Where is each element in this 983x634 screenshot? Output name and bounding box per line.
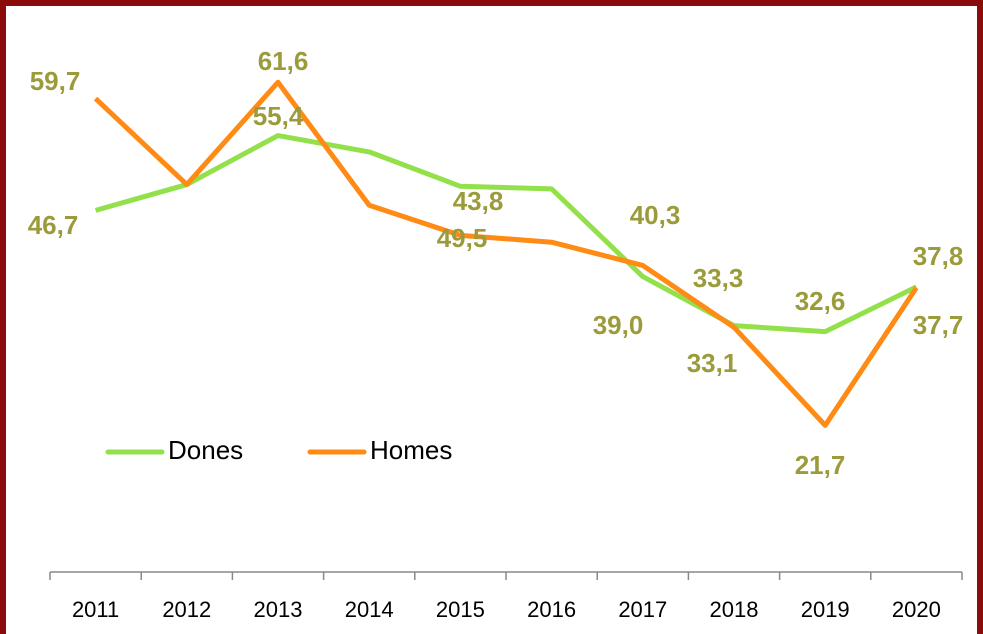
data-label: 43,8 [453, 186, 504, 216]
legend-label: Homes [370, 435, 452, 465]
data-label: 46,7 [28, 210, 79, 240]
data-label: 39,0 [593, 310, 644, 340]
x-tick-label: 2017 [618, 597, 667, 622]
data-label: 37,7 [913, 310, 964, 340]
data-label: 59,7 [30, 66, 81, 96]
series-line [94, 133, 918, 335]
x-tick-label: 2013 [254, 597, 303, 622]
data-label: 32,6 [795, 286, 846, 316]
data-label: 55,4 [253, 101, 304, 131]
data-label: 37,8 [913, 241, 964, 271]
x-tick-label: 2016 [527, 597, 576, 622]
data-label: 21,7 [795, 450, 846, 480]
x-tick-label: 2018 [710, 597, 759, 622]
series-line [93, 79, 919, 428]
data-label: 61,6 [258, 46, 309, 76]
x-tick-label: 2019 [801, 597, 850, 622]
x-tick-label: 2014 [345, 597, 394, 622]
x-tick-label: 2020 [892, 597, 941, 622]
data-label: 49,5 [437, 223, 488, 253]
data-label: 33,3 [693, 263, 744, 293]
x-tick-label: 2015 [436, 597, 485, 622]
data-label: 40,3 [630, 200, 681, 230]
x-tick-label: 2012 [162, 597, 211, 622]
legend-label: Dones [168, 435, 243, 465]
data-label: 33,1 [687, 348, 738, 378]
x-tick-label: 2011 [72, 597, 119, 622]
